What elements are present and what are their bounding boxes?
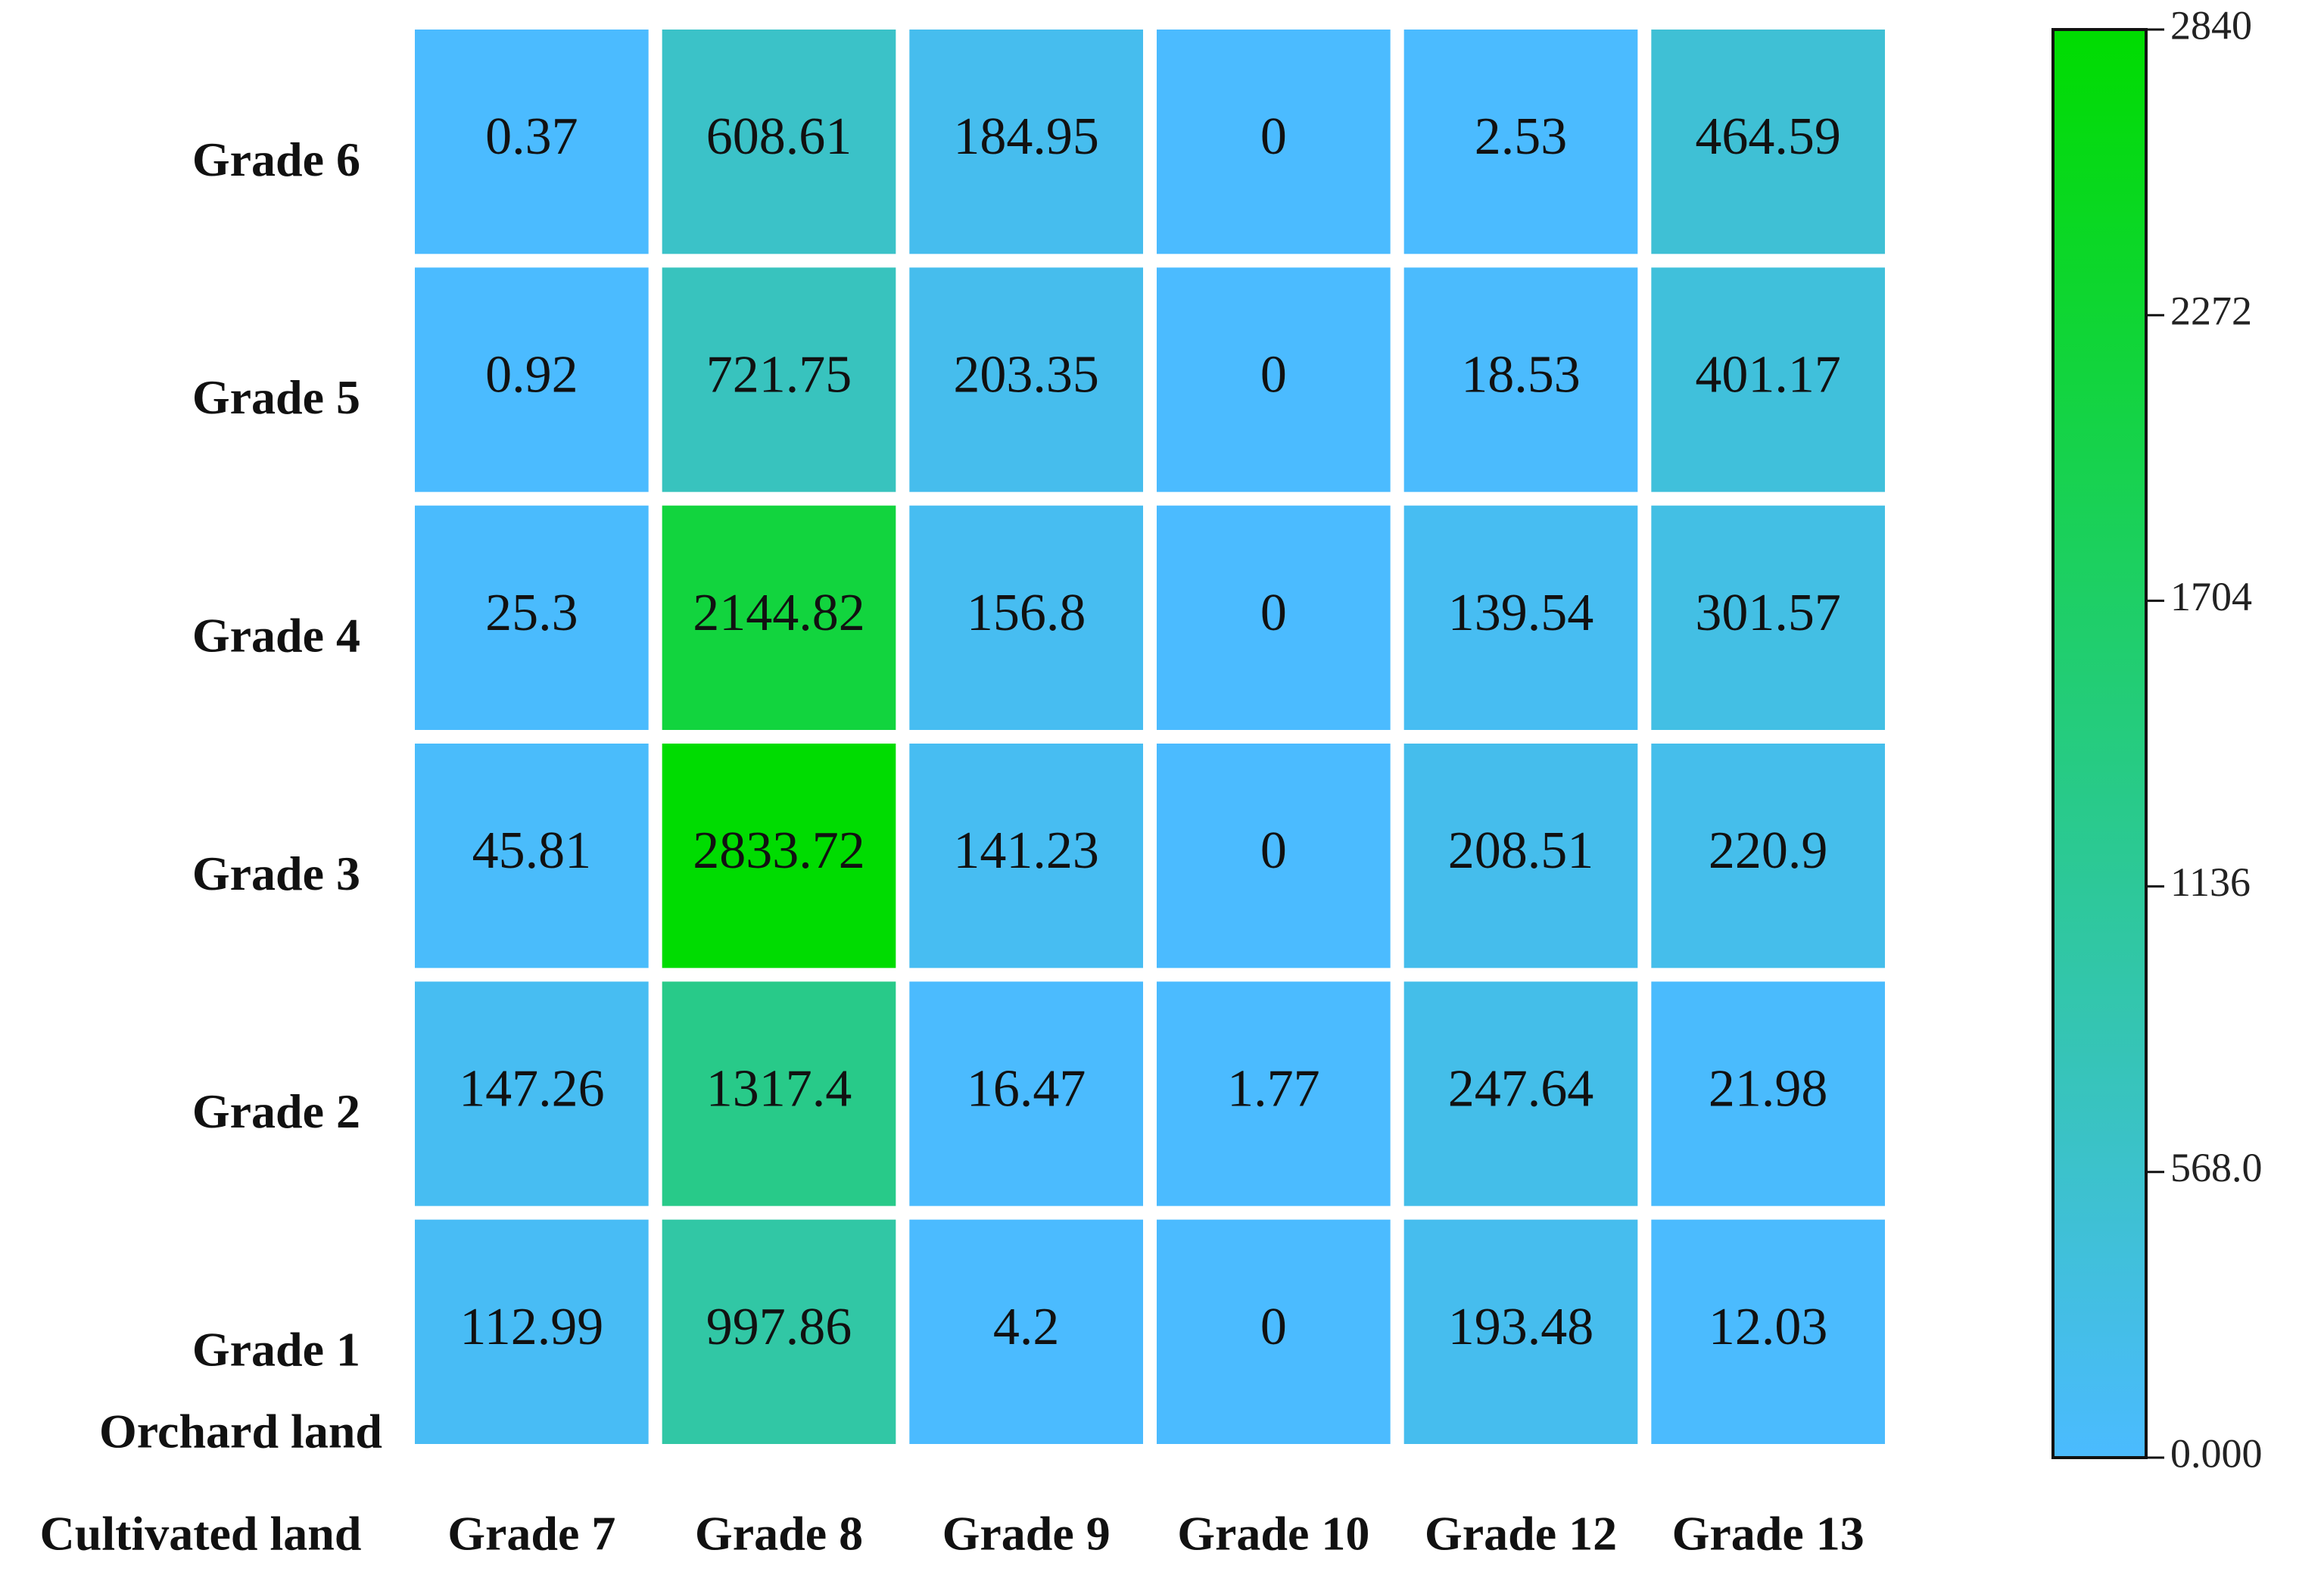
heat-cell bbox=[415, 744, 649, 968]
cell-value: 203.35 bbox=[953, 346, 1099, 404]
cell-value: 193.48 bbox=[1448, 1298, 1594, 1356]
heat-cell bbox=[662, 505, 896, 730]
heat-cell bbox=[909, 30, 1143, 254]
cell-value: 301.57 bbox=[1695, 584, 1841, 642]
heat-cell bbox=[1157, 30, 1391, 254]
cell-value: 608.61 bbox=[706, 108, 852, 166]
cell-value: 0 bbox=[1260, 1298, 1287, 1356]
heat-cell bbox=[1403, 981, 1638, 1206]
cell-value: 112.99 bbox=[460, 1298, 603, 1356]
y-tick-label: Grade 3 bbox=[192, 847, 360, 900]
heat-cell bbox=[1651, 1219, 1885, 1444]
heat-cell bbox=[662, 30, 896, 254]
colorbar-tick-label: 2272 bbox=[2170, 288, 2252, 334]
x-tick-label: Grade 8 bbox=[695, 1507, 863, 1561]
cell-value: 0 bbox=[1260, 822, 1287, 880]
cell-value: 247.64 bbox=[1448, 1060, 1594, 1118]
cell-value: 25.3 bbox=[485, 584, 578, 642]
y-tick-label: Grade 1 bbox=[192, 1323, 360, 1377]
heat-cell bbox=[1157, 267, 1391, 492]
y-tick-label: Grade 6 bbox=[192, 133, 360, 186]
heat-cell bbox=[1651, 981, 1885, 1206]
heat-cell bbox=[415, 981, 649, 1206]
y-tick-label: Grade 4 bbox=[192, 609, 360, 663]
colorbar-tick-label: 2840 bbox=[2170, 2, 2252, 48]
heat-cell bbox=[909, 981, 1143, 1206]
heat-cell bbox=[662, 267, 896, 492]
heat-cell bbox=[662, 744, 896, 968]
x-tick-label: Grade 9 bbox=[942, 1507, 1111, 1561]
cell-value: 1.77 bbox=[1227, 1060, 1320, 1118]
heat-cell bbox=[1403, 1219, 1638, 1444]
x-axis-label: Cultivated land bbox=[40, 1507, 362, 1561]
cell-value: 208.51 bbox=[1448, 822, 1594, 880]
heat-cell bbox=[1157, 981, 1391, 1206]
cell-value: 464.59 bbox=[1695, 108, 1841, 166]
cell-value: 0.37 bbox=[485, 108, 578, 166]
y-axis-label: Orchard land bbox=[99, 1405, 382, 1458]
heat-cell bbox=[1403, 505, 1638, 730]
heat-cell bbox=[415, 267, 649, 492]
cell-value: 4.2 bbox=[993, 1298, 1060, 1356]
heat-cell bbox=[1157, 744, 1391, 968]
y-tick-label: Grade 2 bbox=[192, 1084, 360, 1138]
colorbar-tick-label: 568.0 bbox=[2170, 1145, 2263, 1190]
x-tick-label: Grade 7 bbox=[447, 1507, 615, 1561]
cell-value: 21.98 bbox=[1709, 1060, 1828, 1118]
heat-cell bbox=[1403, 744, 1638, 968]
heat-cell bbox=[415, 30, 649, 254]
heat-cell bbox=[662, 981, 896, 1206]
cell-value: 184.95 bbox=[953, 108, 1099, 166]
heat-cell bbox=[1651, 744, 1885, 968]
heat-cell bbox=[662, 1219, 896, 1444]
cell-value: 147.26 bbox=[459, 1060, 605, 1118]
heat-cell bbox=[909, 1219, 1143, 1444]
cell-value: 997.86 bbox=[706, 1298, 852, 1356]
colorbar-tick-label: 0.000 bbox=[2170, 1430, 2263, 1476]
heat-cell bbox=[415, 505, 649, 730]
y-tick-label: Grade 5 bbox=[192, 370, 360, 424]
cell-value: 156.8 bbox=[967, 584, 1086, 642]
cell-value: 2144.82 bbox=[693, 584, 865, 642]
x-tick-label: Grade 10 bbox=[1177, 1507, 1369, 1561]
colorbar bbox=[2051, 28, 2148, 1459]
heat-cell bbox=[909, 267, 1143, 492]
cell-value: 220.9 bbox=[1709, 822, 1828, 880]
cell-value: 2.53 bbox=[1475, 108, 1568, 166]
cell-value: 1317.4 bbox=[706, 1060, 852, 1118]
cell-value: 0.92 bbox=[485, 346, 578, 404]
colorbar-tick-label: 1136 bbox=[2170, 859, 2251, 905]
heat-cell bbox=[909, 505, 1143, 730]
cell-value: 2833.72 bbox=[693, 822, 865, 880]
heat-cell bbox=[415, 1219, 649, 1444]
cell-value: 0 bbox=[1260, 108, 1287, 166]
x-tick-label: Grade 13 bbox=[1672, 1507, 1864, 1561]
cell-value: 45.81 bbox=[472, 822, 592, 880]
cell-value: 721.75 bbox=[706, 346, 852, 404]
heat-cell bbox=[1651, 30, 1885, 254]
cell-value: 0 bbox=[1260, 584, 1287, 642]
cell-value: 18.53 bbox=[1461, 346, 1581, 404]
cell-value: 16.47 bbox=[967, 1060, 1086, 1118]
cell-value: 401.17 bbox=[1695, 346, 1841, 404]
x-tick-label: Grade 12 bbox=[1425, 1507, 1617, 1561]
heat-cell bbox=[1403, 30, 1638, 254]
cell-value: 139.54 bbox=[1448, 584, 1594, 642]
cell-value: 12.03 bbox=[1709, 1298, 1828, 1356]
cell-value: 141.23 bbox=[953, 822, 1099, 880]
heat-cell bbox=[909, 744, 1143, 968]
heat-cell bbox=[1651, 267, 1885, 492]
heat-cell bbox=[1651, 505, 1885, 730]
heat-cell bbox=[1157, 1219, 1391, 1444]
colorbar-tick-label: 1704 bbox=[2170, 574, 2252, 619]
heat-cell bbox=[1157, 505, 1391, 730]
heat-cell bbox=[1403, 267, 1638, 492]
cell-value: 0 bbox=[1260, 346, 1287, 404]
